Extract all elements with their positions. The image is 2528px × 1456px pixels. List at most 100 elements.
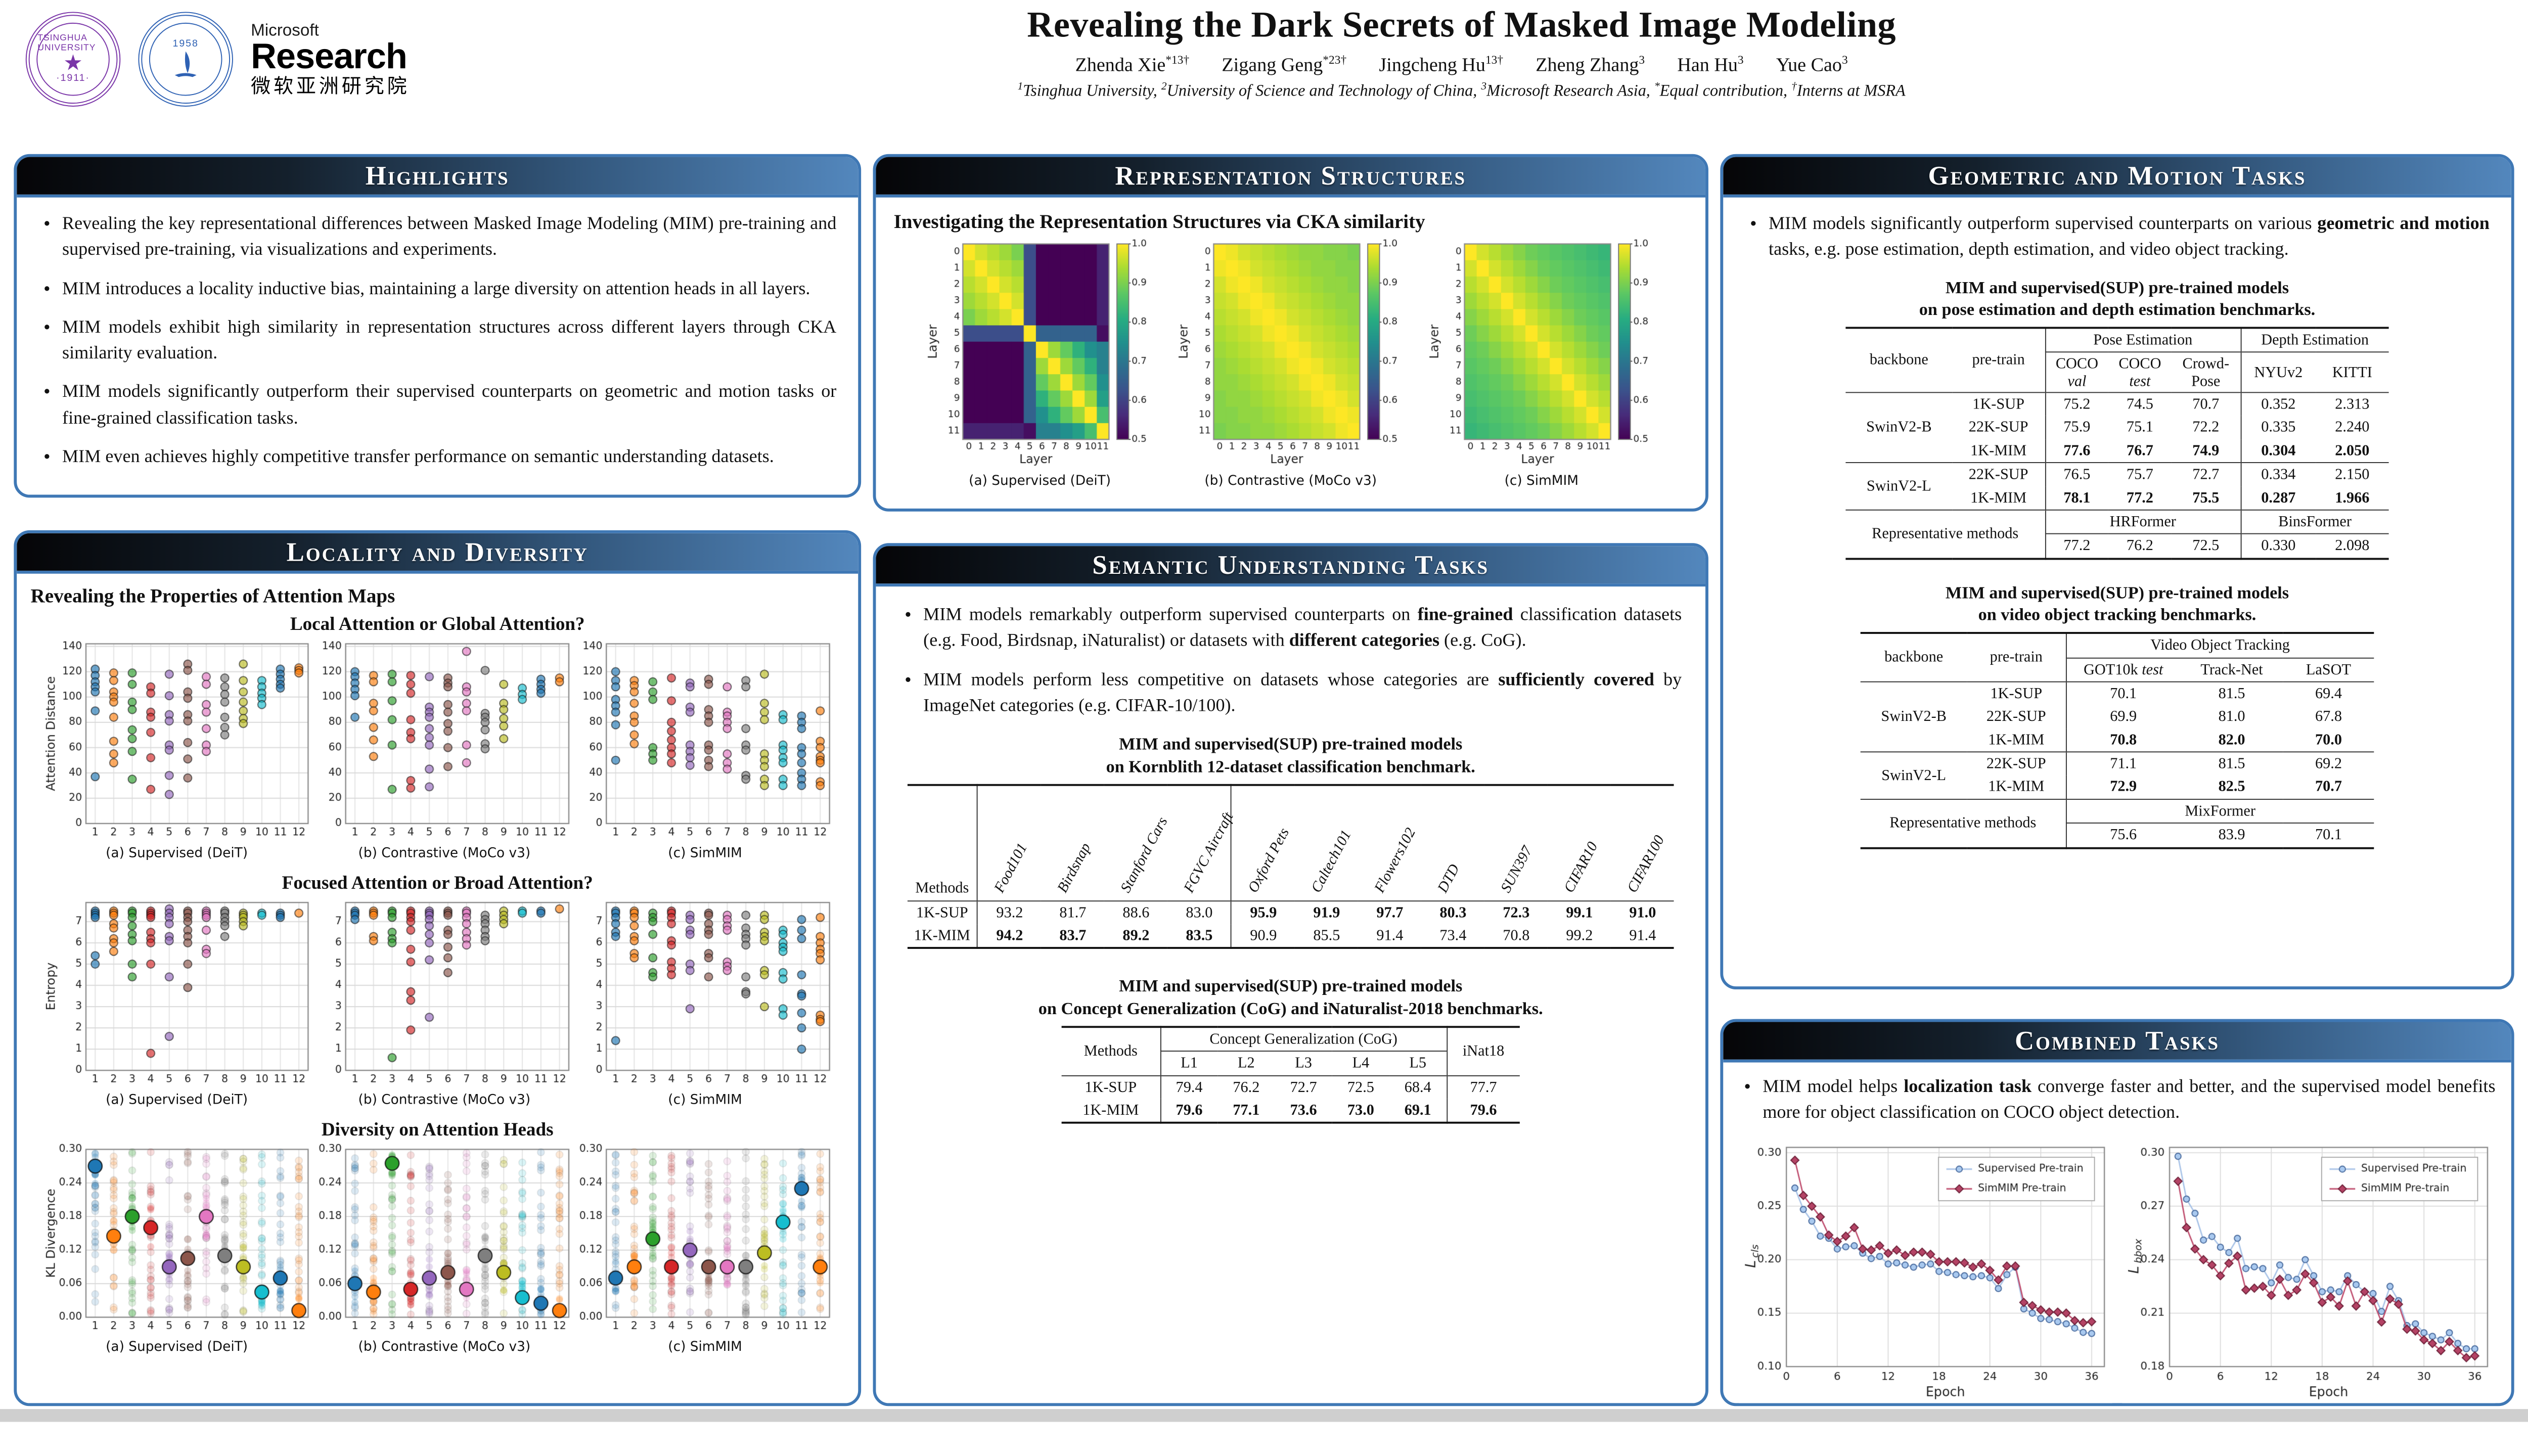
table-cell: 0.330 [2240, 534, 2316, 559]
geomotion-bullets: MIM models significantly outperform supe… [1745, 210, 2490, 263]
panel-semantic-tasks: Semantic Understanding Tasks MIM models … [873, 543, 1708, 1406]
sail-icon [174, 52, 197, 77]
table-header-cell: Depth Estimation [2240, 328, 2389, 353]
table-cell: 69.2 [2283, 751, 2374, 776]
table-cell: 0.335 [2240, 416, 2316, 439]
table-cell: 1K-SUP [1967, 681, 2066, 706]
table-cell: 70.7 [2315, 778, 2342, 796]
kl-chart-moco [315, 1143, 574, 1339]
table-cell: 85.5 [1313, 927, 1340, 944]
table-header-cell: Caltech101 [1308, 828, 1355, 895]
table-cell: 0.287 [2240, 486, 2316, 510]
table-cell: 95.9 [1231, 900, 1295, 925]
cka-heatmap-supervised [923, 238, 1157, 473]
semantic-bullets: MIM models remarkably outperform supervi… [899, 601, 1682, 719]
table-header-cell: L2 [1238, 1055, 1255, 1072]
author: Zhenda Xie*13† [1075, 52, 1190, 76]
table-header-cell: NYUv2 [2240, 352, 2316, 393]
author: Jingcheng Hu13† [1379, 52, 1504, 76]
table-cell: 83.0 [1167, 900, 1232, 925]
table-cell: 91.0 [1611, 900, 1675, 925]
table-cell: 91.4 [1376, 927, 1404, 944]
table-cell: 22K-SUP [1967, 751, 2066, 776]
author-list: Zhenda Xie*13† Zigang Geng*23† Jingcheng… [553, 53, 2370, 77]
table-cell: 1K-SUP [1061, 1075, 1160, 1099]
table-cell: 0.334 [2240, 462, 2316, 487]
table-cell: 72.7 [2171, 462, 2241, 487]
table-cell: 83.9 [2218, 827, 2245, 844]
table-cell: 72.7 [1275, 1075, 1332, 1099]
panel-title: Geometric and Motion Tasks [1928, 160, 2307, 190]
table-cell: 75.2 [2044, 392, 2108, 417]
table-cell: 1K-MIM [914, 927, 970, 944]
highlight-item: MIM even achieves highly competitive tra… [38, 443, 836, 472]
table-cell: 72.5 [2192, 537, 2220, 555]
table-header-cell: pre-train [1972, 351, 2025, 369]
table-cell: 74.5 [2108, 392, 2172, 417]
table-header-cell: L5 [1409, 1055, 1427, 1072]
panel-representation-structures: Representation Structures Investigating … [873, 154, 1708, 512]
table-cell: 91.9 [1295, 900, 1359, 925]
table-header-cell: iNat18 [1446, 1026, 1520, 1076]
table-header-cell: FGVC Aircraft [1181, 809, 1237, 895]
table-cell: 72.9 [2065, 776, 2181, 799]
pose-depth-table: backbone pre-train Pose Estimation Depth Es… [1845, 327, 2389, 560]
table-cell: 1K-MIM [1970, 489, 2027, 507]
table-cell: 2.098 [2335, 537, 2370, 555]
table-cell: 77.7 [1446, 1075, 1520, 1099]
table-cell: 90.9 [1231, 924, 1295, 948]
author: Zigang Geng*23† [1222, 52, 1347, 76]
table-cell: 1K-SUP [1952, 392, 2045, 417]
panel-title: Locality and Diversity [286, 536, 589, 567]
pose-table-caption: MIM and supervised(SUP) pre-trained mode… [1919, 277, 2316, 320]
table-cell: 93.2 [977, 900, 1042, 925]
table-cell: 73.4 [1439, 927, 1467, 944]
panel-highlights: Highlights Revealing the key representat… [14, 154, 862, 498]
panel-locality-diversity: Locality and Diversity Revealing the Pro… [14, 530, 862, 1406]
chart-caption: (c) SimMIM [1504, 473, 1579, 489]
table-header-cell: Flowers102 [1372, 825, 1419, 895]
table-cell: 69.4 [2283, 681, 2374, 706]
table-cell: 2.150 [2316, 462, 2389, 487]
kl-chart-supervised [40, 1143, 313, 1339]
table-header-cell: CIFAR10 [1561, 839, 1601, 895]
locality-subtitle: Revealing the Properties of Attention Ma… [30, 585, 395, 608]
table-cell: 94.2 [977, 924, 1042, 948]
table-cell: 82.0 [2218, 731, 2245, 748]
table-cell: 99.1 [1548, 900, 1611, 925]
table-cell: 22K-SUP [1986, 708, 2046, 725]
table-cell: 73.6 [1290, 1102, 1317, 1119]
ustc-year: 1958 [172, 38, 199, 50]
section-heading-kl-divergence: Diversity on Attention Heads [321, 1119, 554, 1141]
table-cell: 75.7 [2108, 462, 2172, 487]
table-header-cell: Stanford Cars [1118, 814, 1171, 895]
author: Zheng Zhang3 [1536, 52, 1645, 76]
table-cell: 2.240 [2335, 419, 2370, 436]
table-cell: 69.9 [2065, 705, 2181, 729]
table-cell: 72.2 [2192, 419, 2220, 436]
panel-title: Semantic Understanding Tasks [1092, 549, 1489, 579]
loss-bbox-chart [2122, 1139, 2496, 1403]
table-cell: 1K-MIM [1988, 731, 2045, 748]
table-cell: 88.6 [1104, 900, 1168, 925]
entropy-chart-supervised [40, 896, 313, 1093]
table-cell: 76.7 [2126, 442, 2153, 459]
ustc-logo: 1958 [138, 12, 233, 107]
table-cell: 89.2 [1122, 927, 1150, 944]
poster-bottom-strip [0, 1409, 2528, 1422]
combined-bullet: MIM model helps localization task conver… [1739, 1073, 2495, 1126]
title-block: Revealing the Dark Secrets of Masked Ima… [553, 4, 2370, 101]
panel-locality-header: Locality and Diversity [17, 533, 859, 574]
table-cell: 77.6 [2044, 439, 2108, 463]
highlights-list: Revealing the key representational diffe… [38, 210, 836, 472]
msra-chinese-name: 微软亚洲研究院 [251, 76, 410, 98]
panel-title: Representation Structures [1115, 160, 1467, 190]
table-cell: 83.7 [1059, 927, 1087, 944]
chart-caption: (a) Supervised (DeiT) [106, 1339, 248, 1355]
table-cell: 0.304 [2240, 439, 2316, 463]
table-cell: 81.7 [1041, 900, 1105, 925]
table-cell: 71.1 [2065, 751, 2181, 776]
table-cell: 70.7 [2171, 392, 2241, 417]
table-header-cell: COCO val [2044, 352, 2108, 393]
table-cell: 2.313 [2316, 392, 2389, 417]
